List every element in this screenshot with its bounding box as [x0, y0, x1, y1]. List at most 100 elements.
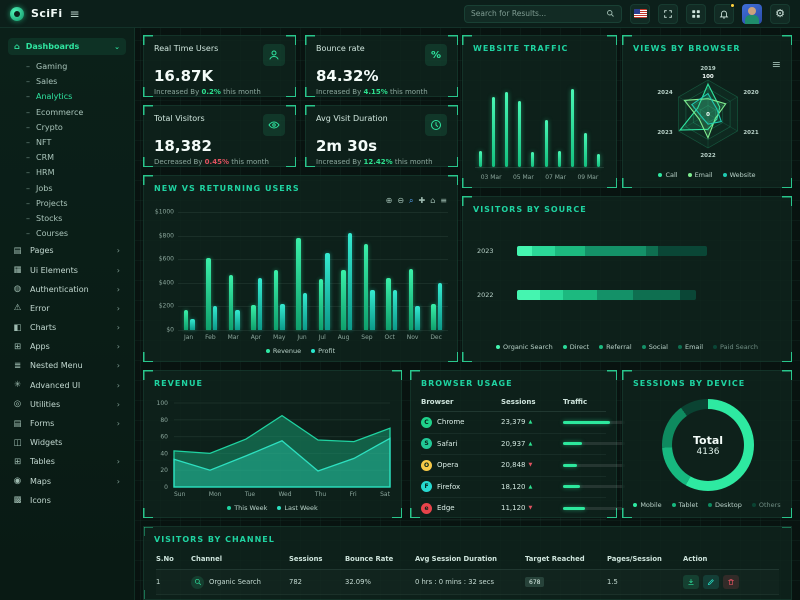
bar-segment-direct[interactable] [532, 245, 555, 256]
profit-bar[interactable] [392, 289, 398, 330]
search-icon[interactable] [606, 9, 615, 18]
revenue-bar[interactable] [408, 269, 414, 330]
legend-item[interactable]: This Week [227, 504, 267, 512]
legend-item[interactable]: Last Week [277, 504, 318, 512]
revenue-bar[interactable] [341, 270, 346, 330]
legend-item[interactable]: Email [677, 343, 703, 351]
legend-item[interactable]: Desktop [708, 501, 742, 509]
apps-button[interactable] [686, 3, 706, 24]
traffic-bar[interactable] [531, 152, 535, 167]
profit-bar[interactable] [212, 306, 218, 330]
legend-item[interactable]: Social [641, 343, 668, 351]
zoom-in-icon[interactable]: ⊕ [385, 196, 393, 205]
profit-bar[interactable] [280, 304, 285, 330]
language-flag-button[interactable] [630, 3, 650, 24]
bar-segment-email[interactable] [632, 289, 681, 300]
legend-item[interactable]: Paid Search [713, 343, 758, 351]
profit-bar[interactable] [325, 253, 330, 330]
bar-segment-paid-search[interactable] [680, 289, 696, 300]
sidebar-item-stocks[interactable]: – Stocks [0, 211, 134, 226]
bar-segment-social[interactable] [585, 245, 647, 256]
legend-item[interactable]: Referral [599, 343, 632, 351]
download-button[interactable] [683, 575, 699, 589]
avatar[interactable] [742, 3, 762, 24]
sidebar-toggle-icon[interactable]: ≡ [69, 6, 80, 21]
traffic-bar[interactable] [505, 91, 509, 167]
sidebar-item-gaming[interactable]: – Gaming [0, 59, 134, 74]
legend-item[interactable]: Website [722, 171, 756, 179]
sidebar-item-charts[interactable]: ◧ Charts › [0, 318, 134, 337]
profit-bar[interactable] [437, 282, 443, 330]
sidebar-item-tables[interactable]: ⊞ Tables › [0, 452, 134, 471]
bar-segment-paid-search[interactable] [657, 245, 707, 256]
bar-segment-direct[interactable] [539, 289, 563, 300]
zoom-out-icon[interactable]: ⊖ [397, 196, 405, 205]
sidebar-item-nested-menu[interactable]: ≣ Nested Menu › [0, 356, 134, 375]
bar-segment-referral[interactable] [562, 289, 597, 300]
sidebar-item-utilities[interactable]: ◎ Utilities › [0, 395, 134, 414]
selection-zoom-icon[interactable]: ⌕ [409, 196, 414, 205]
profit-bar[interactable] [415, 306, 420, 330]
revenue-bar[interactable] [228, 275, 234, 330]
sidebar-item-hrm[interactable]: – HRM [0, 165, 134, 180]
revenue-bar[interactable] [183, 309, 189, 330]
bar-segment-referral[interactable] [554, 245, 586, 256]
bar-segment-social[interactable] [596, 289, 633, 300]
sidebar-item-sales[interactable]: – Sales [0, 74, 134, 89]
bar-segment-organic-search[interactable] [517, 289, 540, 300]
sidebar-item-advanced-ui[interactable]: ✳ Advanced UI › [0, 376, 134, 395]
profit-bar[interactable] [235, 309, 240, 330]
sidebar-item-error[interactable]: ⚠ Error › [0, 299, 134, 318]
sidebar-item-forms[interactable]: ▤ Forms › [0, 414, 134, 433]
sidebar-item-projects[interactable]: – Projects [0, 196, 134, 211]
sidebar-item-authentication[interactable]: ◍ Authentication › [0, 280, 134, 299]
traffic-bar[interactable] [492, 97, 496, 167]
revenue-bar[interactable] [296, 237, 301, 330]
sidebar-item-courses[interactable]: – Courses [0, 226, 134, 241]
sidebar-item-analytics[interactable]: – Analytics [0, 89, 134, 104]
sidebar-item-jobs[interactable]: – Jobs [0, 181, 134, 196]
revenue-bar[interactable] [273, 269, 279, 330]
search-input[interactable] [471, 9, 606, 18]
sidebar-item-pages[interactable]: ▤ Pages › [0, 241, 134, 260]
revenue-bar[interactable] [363, 244, 369, 330]
legend-item[interactable]: Revenue [265, 347, 301, 355]
traffic-bar[interactable] [596, 153, 600, 167]
profit-bar[interactable] [257, 278, 263, 330]
revenue-bar[interactable] [431, 304, 436, 330]
bar-segment-organic-search[interactable] [517, 245, 533, 256]
traffic-bar[interactable] [544, 119, 548, 167]
traffic-bar[interactable] [583, 132, 587, 167]
sidebar-item-apps[interactable]: ⊞ Apps › [0, 337, 134, 356]
sidebar-item-icons[interactable]: ▩ Icons [0, 491, 134, 510]
pan-icon[interactable]: ✚ [418, 196, 426, 205]
legend-item[interactable]: Tablet [671, 501, 698, 509]
menu-icon[interactable]: ≡ [440, 196, 447, 205]
legend-item[interactable]: Organic Search [496, 343, 553, 351]
traffic-bar[interactable] [557, 150, 561, 167]
traffic-bar[interactable] [518, 101, 522, 167]
settings-button[interactable]: ⚙ [770, 3, 790, 24]
legend-item[interactable]: Email [687, 171, 713, 179]
home-icon[interactable]: ⌂ [430, 196, 436, 205]
chart-menu-icon[interactable]: ≡ [771, 58, 781, 71]
legend-item[interactable]: Direct [562, 343, 589, 351]
sidebar-item-ecommerce[interactable]: – Ecommerce [0, 105, 134, 120]
notifications-button[interactable] [714, 2, 735, 24]
bar-segment-email[interactable] [646, 245, 658, 256]
global-search[interactable] [464, 4, 622, 23]
sidebar-item-dashboards[interactable]: ⌂ Dashboards ⌄ [8, 38, 126, 55]
profit-bar[interactable] [190, 318, 195, 330]
sidebar-item-nft[interactable]: – NFT [0, 135, 134, 150]
profit-bar[interactable] [347, 233, 353, 330]
legend-item[interactable]: Call [658, 171, 678, 179]
revenue-bar[interactable] [318, 279, 324, 330]
sidebar-item-maps[interactable]: ◉ Maps › [0, 472, 134, 491]
profit-bar[interactable] [302, 293, 308, 330]
traffic-bar[interactable] [570, 89, 574, 167]
legend-item[interactable]: Mobile [633, 501, 662, 509]
legend-item[interactable]: Others [751, 501, 781, 509]
edit-button[interactable] [703, 575, 719, 589]
traffic-bar[interactable] [479, 150, 482, 167]
legend-item[interactable]: Profit [311, 347, 335, 355]
